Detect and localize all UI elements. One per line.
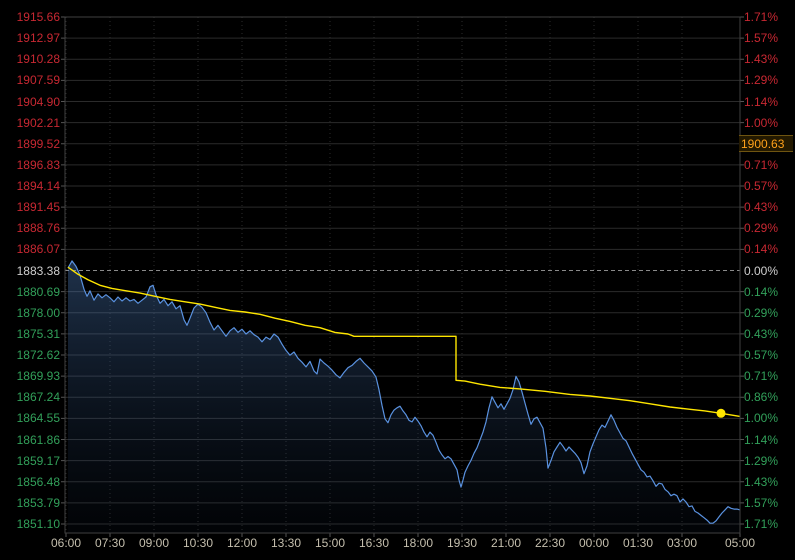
- price-axis-label: 1888.76: [16, 221, 60, 236]
- percent-axis-label: 1.71%: [744, 10, 779, 24]
- time-axis-label: 09:00: [138, 536, 170, 550]
- price-axis-label: 1880.69: [16, 284, 60, 299]
- percent-axis-label: 0.14%: [744, 284, 779, 299]
- percent-axis-label: 0.29%: [744, 305, 779, 320]
- price-tag-value: 1900.63: [741, 136, 785, 151]
- price-axis-label: 1899.52: [16, 136, 60, 151]
- average-line-end-dot: [716, 408, 726, 418]
- price-tag: 1900.63: [739, 134, 793, 152]
- time-axis-label: 18:00: [402, 536, 434, 550]
- percent-axis-label: 1.57%: [744, 495, 779, 510]
- percent-axis-label: 0.57%: [744, 179, 779, 193]
- price-axis-label: 1886.07: [16, 242, 60, 257]
- percent-axis-label: 1.43%: [744, 52, 779, 67]
- price-axis-label: 1894.14: [16, 179, 60, 193]
- percent-axis-label: 0.43%: [744, 326, 779, 341]
- percent-axis-label: 0.57%: [744, 348, 779, 362]
- price-axis-label: 1867.24: [16, 390, 60, 405]
- price-axis-label: 1869.93: [16, 369, 60, 384]
- time-axis-label: 12:00: [226, 536, 258, 550]
- percent-axis-label: 1.43%: [744, 474, 779, 489]
- time-axis-label: 10:30: [182, 536, 214, 550]
- time-axis-label: 16:30: [358, 536, 390, 550]
- price-line: [67, 260, 741, 524]
- percent-axis-label: 0.00%: [744, 263, 779, 278]
- time-axis-label: 19:30: [446, 536, 478, 550]
- percent-axis-label: 1.29%: [744, 453, 779, 468]
- time-axis-label: 05:00: [724, 536, 756, 550]
- percent-axis-label: 1.71%: [744, 517, 779, 531]
- price-axis-label: 1883.38: [16, 263, 60, 278]
- time-axis-label: 21:00: [490, 536, 522, 550]
- price-axis-label: 1853.79: [16, 495, 60, 510]
- average-price-line: [67, 266, 741, 418]
- time-axis-label: 06:00: [50, 536, 82, 550]
- price-axis-label: 1861.86: [16, 432, 60, 447]
- percent-axis-label: 0.71%: [744, 369, 779, 384]
- percent-axis-label: 1.00%: [744, 115, 779, 130]
- price-axis-label: 1910.28: [16, 52, 60, 67]
- time-axis-label: 15:00: [314, 536, 346, 550]
- price-axis-label: 1859.17: [16, 453, 60, 468]
- time-axis-label: 03:00: [666, 536, 698, 550]
- price-axis-label: 1872.62: [16, 348, 60, 362]
- time-axis-label: 00:00: [578, 536, 610, 550]
- price-area-fill: [68, 260, 740, 533]
- price-axis-label: 1856.48: [16, 474, 60, 489]
- price-axis-label: 1902.21: [16, 115, 60, 130]
- price-axis-label: 1912.97: [16, 31, 60, 46]
- time-axis-label: 01:30: [622, 536, 654, 550]
- price-axis-label: 1907.59: [16, 73, 60, 88]
- plot-border: [64, 16, 741, 534]
- time-axis-label: 07:30: [94, 536, 126, 550]
- percent-axis-label: 1.14%: [744, 94, 779, 109]
- percent-axis-label: 1.00%: [744, 411, 779, 426]
- percent-axis-label: 0.43%: [744, 200, 779, 215]
- percent-axis-label: 0.86%: [744, 390, 779, 405]
- percent-axis-label: 0.29%: [744, 221, 779, 236]
- price-axis-label: 1915.66: [16, 10, 60, 24]
- time-axis-label: 13:30: [270, 536, 302, 550]
- percent-axis-label: 1.14%: [744, 432, 779, 447]
- price-axis-label: 1875.31: [16, 326, 60, 341]
- price-axis-label: 1878.00: [16, 305, 60, 320]
- price-axis-label: 1864.55: [16, 411, 60, 426]
- percent-axis-label: 1.29%: [744, 73, 779, 88]
- price-axis-label: 1896.83: [16, 157, 60, 172]
- time-axis-label: 22:30: [534, 536, 566, 550]
- percent-axis-label: 1.57%: [744, 31, 779, 46]
- price-axis-label: 1891.45: [16, 200, 60, 215]
- percent-axis-label: 0.71%: [744, 157, 779, 172]
- percent-axis-label: 0.14%: [744, 242, 779, 257]
- price-axis-label: 1851.10: [16, 517, 60, 531]
- price-axis-label: 1904.90: [16, 94, 60, 109]
